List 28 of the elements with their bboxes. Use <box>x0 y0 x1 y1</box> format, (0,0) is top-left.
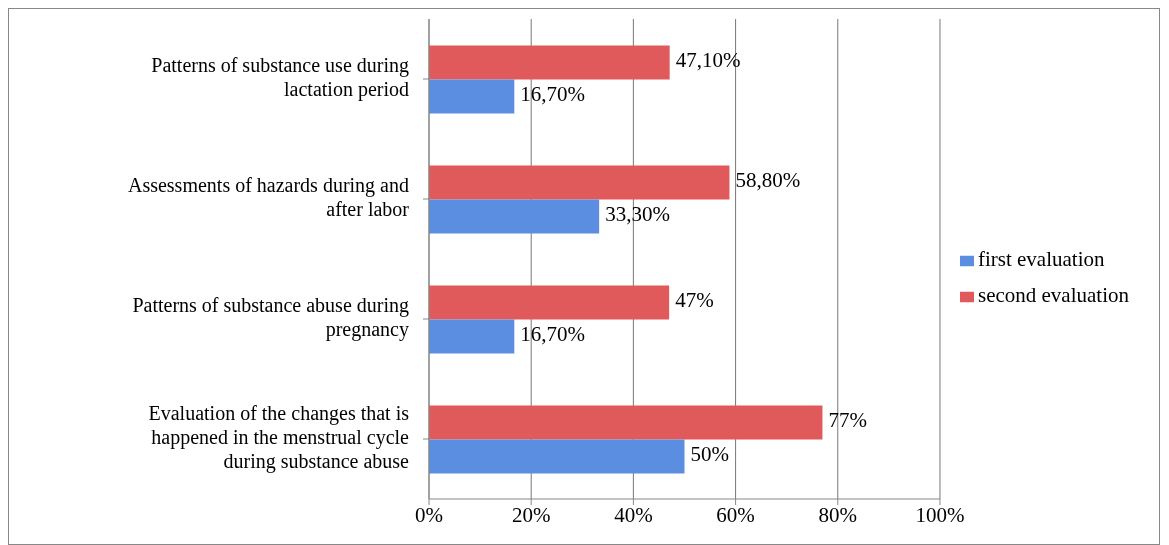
data-label: 58,80% <box>735 168 801 193</box>
data-label: 33,30% <box>605 202 670 227</box>
data-label: 77% <box>828 408 867 433</box>
bar <box>429 405 823 440</box>
x-tick-label: 20% <box>511 502 551 527</box>
x-tick-label: 100% <box>915 502 965 527</box>
x-tick-label: 40% <box>614 502 653 527</box>
x-tick-label: 80% <box>818 502 858 527</box>
bar <box>429 439 685 474</box>
y-tick-label: Assessments of hazards during and after labor <box>127 173 410 220</box>
data-label: 50% <box>690 442 729 467</box>
bar <box>429 199 600 234</box>
y-tick-label: Evaluation of the changes that is happened in the menstrual cycle during substance abuse <box>148 401 410 473</box>
bar <box>429 45 670 80</box>
bar <box>429 79 515 114</box>
bar <box>429 285 670 320</box>
legend-label: second evaluation <box>977 282 1129 307</box>
bar <box>429 165 730 200</box>
bar <box>429 319 515 354</box>
x-tick-label: 0% <box>415 502 443 527</box>
x-tick-label: 60% <box>716 502 755 527</box>
data-label: 47% <box>675 288 714 313</box>
y-tick-label: Patterns of substance use during lactation period <box>151 53 409 101</box>
data-label: 16,70% <box>520 322 586 347</box>
legend-label: first evaluation <box>977 246 1105 271</box>
data-label: 47,10% <box>675 48 741 73</box>
data-label: 16,70% <box>520 82 586 107</box>
y-tick-label: Patterns of substance abuse during pregnancy <box>132 293 409 341</box>
